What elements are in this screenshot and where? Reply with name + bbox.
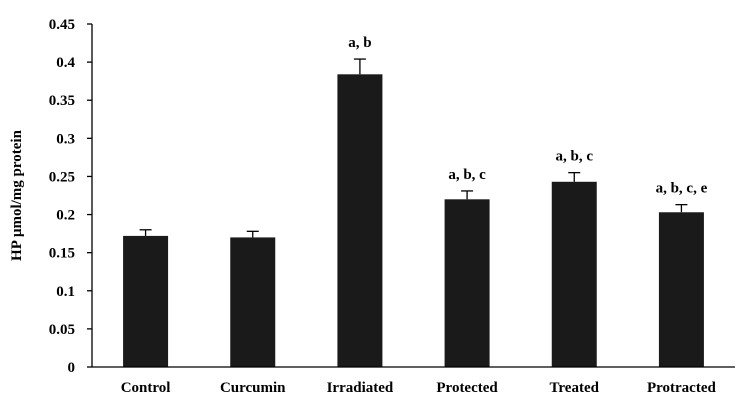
error-bar-treated — [568, 171, 581, 182]
category-labels: Control Curcumin Irradiated Protected Treate… — [121, 380, 717, 396]
bars — [123, 74, 704, 367]
y-tick-label: 0.4 — [56, 55, 75, 71]
error-bars — [139, 58, 688, 238]
y-tick-label: 0.25 — [49, 169, 75, 185]
y-tick-label: 0.35 — [49, 93, 75, 109]
y-tick-label: 0.1 — [56, 284, 75, 300]
bar-control — [123, 235, 169, 367]
y-tick-label: 0.15 — [49, 246, 75, 262]
y-tick-label: 0.2 — [56, 208, 75, 224]
bar-curcumin — [230, 237, 276, 367]
y-tick-label: 0.45 — [49, 17, 75, 33]
error-bar-curcumin — [246, 230, 259, 238]
bar-irradiated — [337, 74, 383, 367]
significance-label: a, b, c, e — [656, 181, 708, 197]
y-tick-label: 0.05 — [49, 322, 75, 338]
significance-labels: a, b a, b, c a, b, c a, b, c, e — [348, 35, 707, 197]
y-tick-label: 0.3 — [56, 131, 75, 147]
x-category-label: Treated — [550, 380, 600, 396]
y-tick-label: 0 — [68, 360, 76, 376]
error-bar-protected — [461, 190, 474, 200]
bar-protracted — [658, 212, 704, 367]
error-bar-control — [139, 229, 152, 236]
bar-treated — [551, 181, 597, 367]
significance-label: a, b — [348, 35, 371, 51]
significance-label: a, b, c — [448, 167, 486, 183]
error-bar-protracted — [675, 203, 688, 213]
x-category-label: Protected — [436, 380, 498, 396]
significance-label: a, b, c — [556, 149, 594, 165]
x-category-label: Protracted — [647, 380, 717, 396]
error-bar-irradiated — [353, 58, 366, 75]
y-axis-ticks: 0 0.05 0.1 0.15 0.2 0.25 0.3 0.35 0.4 0.45 — [49, 17, 92, 376]
y-axis-title: HP µmol/mg protein — [9, 129, 25, 261]
x-category-label: Irradiated — [327, 380, 394, 396]
bar-protected — [444, 199, 490, 367]
x-category-label: Control — [121, 380, 171, 396]
x-category-label: Curcumin — [220, 380, 286, 396]
